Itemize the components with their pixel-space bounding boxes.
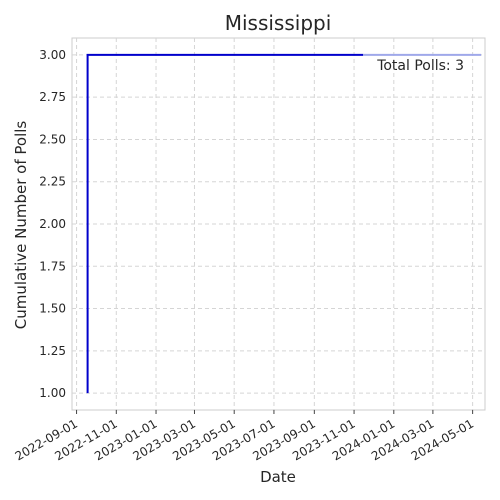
y-tick-label: 1.75 <box>39 259 66 273</box>
y-tick-label: 2.50 <box>39 132 66 146</box>
y-tick-label: 3.00 <box>39 48 66 62</box>
x-axis-title: Date <box>260 468 296 486</box>
x-tick-labels: 2022-09-012022-11-012023-01-012023-03-01… <box>13 416 476 463</box>
y-axis-title: Cumulative Number of Polls <box>12 121 30 330</box>
series-line <box>86 53 364 394</box>
y-tick-label: 1.25 <box>39 344 66 358</box>
y-tick-label: 1.50 <box>39 302 66 316</box>
y-tick-label: 1.00 <box>39 386 66 400</box>
series <box>86 53 482 394</box>
y-tick-label: 2.00 <box>39 217 66 231</box>
y-tick-label: 2.25 <box>39 175 66 189</box>
total-polls-annotation: Total Polls: 3 <box>376 58 464 74</box>
y-tick-label: 2.75 <box>39 90 66 104</box>
chart-title: Mississippi <box>225 11 332 35</box>
y-tick-labels: 1.00 1.25 1.50 1.75 2.00 2.25 2.50 2.75 3.00 <box>39 48 66 400</box>
